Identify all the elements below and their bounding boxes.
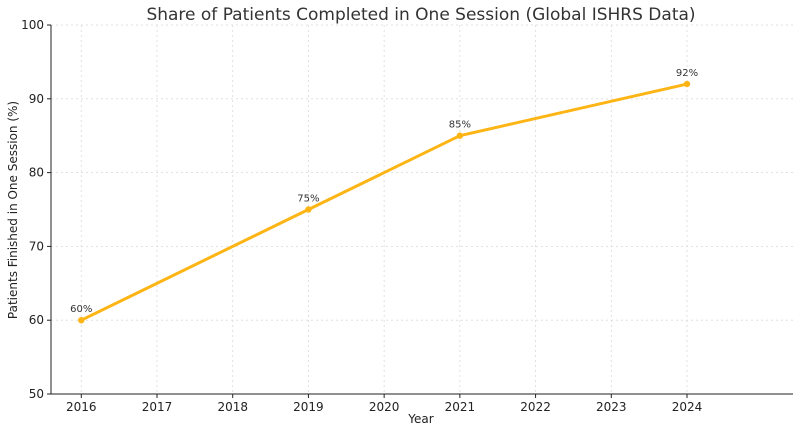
data-point [456, 132, 464, 139]
y-tick-label: 90 [29, 92, 44, 106]
series: 60% 75% 85% 92% [70, 68, 698, 324]
x-tick-label: 2022 [520, 400, 551, 414]
x-tick-label: 2018 [217, 400, 248, 414]
data-label: 85% [449, 120, 471, 131]
y-tick-label: 50 [29, 387, 44, 401]
data-label: 60% [70, 304, 92, 315]
data-point [683, 80, 691, 88]
x-tick-label: 2021 [445, 400, 476, 414]
x-tick-label: 2019 [293, 400, 324, 414]
data-point [78, 317, 85, 324]
y-tick-label: 80 [29, 166, 44, 180]
series-line [79, 82, 689, 322]
x-tick-label: 2024 [672, 400, 703, 414]
x-tick-label: 2017 [142, 400, 173, 414]
grid [51, 24, 793, 395]
chart-title: Share of Patients Completed in One Sessi… [146, 5, 695, 25]
x-axis-label: Year [407, 412, 433, 426]
data-point [305, 206, 312, 213]
y-tick-label: 100 [21, 18, 44, 32]
x-tick-label: 2020 [369, 400, 400, 414]
axes [47, 24, 793, 398]
y-axis-label: Patients Finished in One Session (%) [6, 101, 20, 319]
x-tick-label: 2023 [596, 400, 627, 414]
y-tick-label: 60 [29, 313, 44, 327]
data-label: 75% [297, 194, 319, 205]
x-tick-label: 2016 [66, 400, 97, 414]
data-label: 92% [676, 68, 698, 79]
tick-labels: 2016 2017 2018 2019 2020 2021 2022 2023 2024 50 60… [21, 18, 702, 414]
y-tick-label: 70 [29, 239, 44, 253]
